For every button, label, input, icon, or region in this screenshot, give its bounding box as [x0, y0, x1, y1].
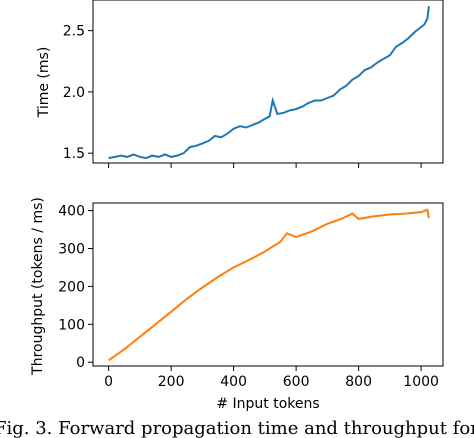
throughput-chart: Throughput (tokens / ms) # Input tokens …: [30, 197, 444, 412]
throughput-series-line: [108, 208, 430, 362]
time-chart: Time (ms) 1.5 2.0 2.5: [36, 0, 444, 168]
y-tick-label: 200: [58, 279, 85, 295]
throughput-plot-frame: [92, 202, 444, 367]
x-tick-label: 1000: [403, 374, 439, 390]
time-series-line: [108, 5, 430, 160]
y-tick-label: 300: [58, 241, 85, 257]
time-y-axis-label: Time (ms): [36, 47, 52, 119]
y-tick-label: 100: [58, 317, 85, 333]
x-axis-label: # Input tokens: [216, 396, 319, 412]
y-tick-label: 0: [76, 355, 85, 371]
x-tick-label: 800: [345, 374, 372, 390]
x-tick-label: 400: [220, 374, 247, 390]
figure-caption: Fig. 3. Forward propagation time and thr…: [0, 418, 474, 438]
y-tick-label: 2.5: [63, 24, 85, 40]
y-tick-label: 1.5: [63, 146, 85, 162]
x-tick-label: 0: [104, 374, 113, 390]
time-plot-frame: [92, 0, 444, 164]
throughput-y-axis-label: Throughput (tokens / ms): [30, 197, 46, 376]
y-tick-label: 400: [58, 204, 85, 220]
x-tick-label: 200: [158, 374, 185, 390]
y-tick-label: 2.0: [63, 85, 85, 101]
x-tick-label: 600: [283, 374, 310, 390]
